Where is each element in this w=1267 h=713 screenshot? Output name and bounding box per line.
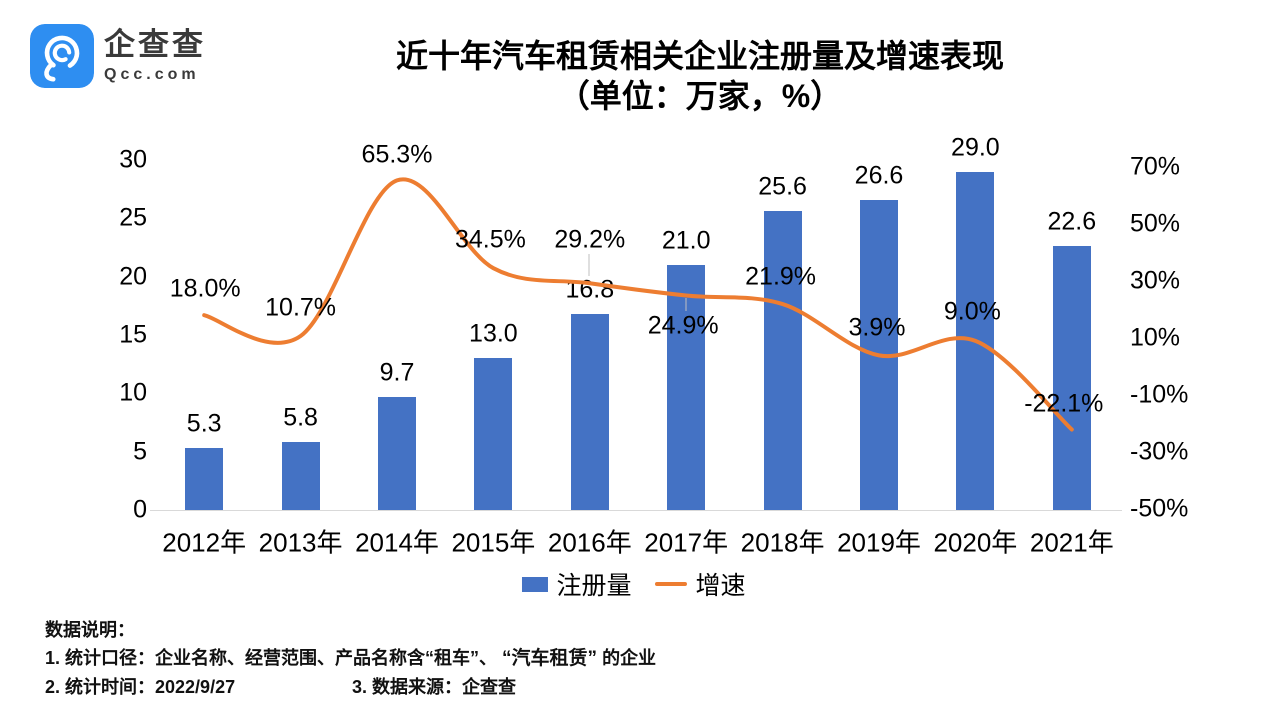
qcc-logo-name: 企查查 [104, 27, 206, 62]
x-axis-label: 2020年 [933, 527, 1018, 558]
notes-line1-bold: “汽车租赁” [502, 648, 598, 669]
chart-title-line2: （单位：万家，%） [557, 78, 843, 114]
legend: 注册量 增速 [521, 566, 746, 602]
qcc-logo-domain: Qcc.com [104, 66, 200, 83]
line-value-label: 24.9% [647, 311, 719, 340]
bar [474, 358, 513, 510]
bar-value-label: 16.8 [565, 275, 615, 304]
bar [281, 442, 320, 510]
notes-source: 3. 数据来源：企查查 [352, 677, 517, 697]
x-axis-label: 2018年 [740, 527, 825, 558]
line-value-label: 34.5% [454, 225, 526, 254]
line-value-label: -22.1% [1024, 389, 1104, 418]
left-axis-tick: 0 [133, 495, 147, 524]
x-axis-label: 2014年 [355, 527, 439, 558]
right-axis-tick: 70% [1130, 152, 1181, 181]
chart-title-line1: 近十年汽车租赁相关企业注册量及增速表现 [395, 38, 1004, 74]
x-axis-label: 2015年 [451, 527, 536, 558]
x-axis-label: 2012年 [162, 527, 247, 558]
bar [378, 396, 416, 510]
right-axis-tick: -50% [1130, 494, 1189, 523]
x-axis-label: 2019年 [837, 527, 921, 558]
bar-value-label: 13.0 [469, 319, 518, 348]
line-value-label: 3.9% [848, 313, 906, 342]
qcc-logo: 企查查 Qcc.com [30, 24, 206, 88]
line-value-label: 65.3% [361, 140, 433, 169]
bar-value-label: 29.0 [951, 133, 1000, 162]
bar [860, 199, 898, 510]
chart-title: 近十年汽车租赁相关企业注册量及增速表现 （单位：万家，%） [200, 36, 1200, 116]
data-notes: 数据说明： 1. 统计口径：企业名称、经营范围、产品名称含“租车”、 “汽车租赁… [45, 616, 656, 701]
x-axis-label: 2016年 [547, 527, 632, 558]
qcc-logo-text: 企查查 Qcc.com [104, 24, 206, 84]
legend-bar-label: 注册量 [556, 572, 632, 600]
bar-value-label: 5.3 [186, 409, 222, 438]
notes-heading: 数据说明： [45, 620, 135, 640]
notes-line1: 1. 统计口径：企业名称、经营范围、产品名称含“租车”、 “汽车租赁” 的企业 [45, 648, 657, 669]
line-value-label: 18.0% [169, 274, 241, 303]
right-axis-tick: -30% [1130, 437, 1189, 466]
notes-line2: 2. 统计时间：2022/9/27 3. 数据来源：企查查 [45, 673, 656, 701]
bar [956, 171, 995, 510]
qcc-logo-icon [30, 24, 94, 88]
left-axis-tick: 30 [119, 145, 147, 174]
bar-value-label: 9.7 [379, 358, 415, 387]
line-value-label: 21.9% [745, 262, 817, 291]
bar [570, 314, 609, 510]
x-axis-label: 2013年 [258, 527, 343, 558]
legend-line-label: 增速 [695, 572, 746, 600]
line-value-label: 9.0% [943, 297, 1001, 326]
line-value-label: 29.2% [554, 225, 626, 254]
right-axis-tick: -10% [1130, 380, 1189, 409]
bar [1052, 246, 1091, 510]
bar-value-label: 22.6 [1047, 207, 1097, 236]
bar-value-label: 26.6 [854, 161, 904, 190]
x-axis-line [150, 510, 1122, 511]
bar-value-label: 21.0 [661, 226, 711, 255]
right-axis-tick: 10% [1130, 323, 1181, 352]
legend-bar-swatch [521, 576, 548, 592]
right-axis-tick: 30% [1130, 266, 1181, 295]
left-axis-tick: 25 [119, 203, 147, 232]
bar [667, 265, 706, 510]
left-axis-tick: 20 [119, 262, 147, 291]
bar-value-label: 25.6 [758, 172, 807, 201]
right-axis-tick: 50% [1130, 209, 1181, 238]
line-value-label: 10.7% [265, 293, 337, 322]
left-axis-tick: 10 [119, 378, 147, 407]
bar-value-label: 5.8 [283, 403, 318, 432]
x-axis-label: 2017年 [644, 527, 729, 558]
left-axis-tick: 5 [133, 437, 147, 466]
left-axis-tick: 15 [119, 320, 147, 349]
bar [763, 211, 802, 510]
bar [185, 448, 224, 510]
x-axis-label: 2021年 [1029, 527, 1114, 558]
notes-stat-time: 2. 统计时间：2022/9/27 [45, 677, 236, 697]
legend-line-swatch [654, 582, 687, 586]
